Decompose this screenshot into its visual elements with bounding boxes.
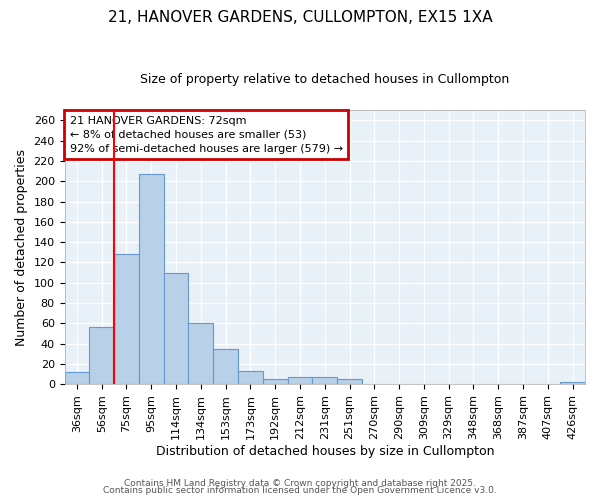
Bar	[188, 324, 213, 384]
Bar	[263, 379, 287, 384]
Bar	[89, 328, 114, 384]
Bar	[337, 379, 362, 384]
Text: Contains public sector information licensed under the Open Government Licence v3: Contains public sector information licen…	[103, 486, 497, 495]
Bar	[164, 272, 188, 384]
Text: Contains HM Land Registry data © Crown copyright and database right 2025.: Contains HM Land Registry data © Crown c…	[124, 478, 476, 488]
Bar	[560, 382, 585, 384]
Bar	[213, 348, 238, 384]
Bar	[287, 377, 313, 384]
Text: 21, HANOVER GARDENS, CULLOMPTON, EX15 1XA: 21, HANOVER GARDENS, CULLOMPTON, EX15 1X…	[107, 10, 493, 25]
Title: Size of property relative to detached houses in Cullompton: Size of property relative to detached ho…	[140, 72, 509, 86]
Bar	[238, 371, 263, 384]
Bar	[65, 372, 89, 384]
Y-axis label: Number of detached properties: Number of detached properties	[15, 149, 28, 346]
Bar	[139, 174, 164, 384]
Bar	[114, 254, 139, 384]
X-axis label: Distribution of detached houses by size in Cullompton: Distribution of detached houses by size …	[155, 444, 494, 458]
Bar	[313, 377, 337, 384]
Text: 21 HANOVER GARDENS: 72sqm
← 8% of detached houses are smaller (53)
92% of semi-d: 21 HANOVER GARDENS: 72sqm ← 8% of detach…	[70, 116, 343, 154]
